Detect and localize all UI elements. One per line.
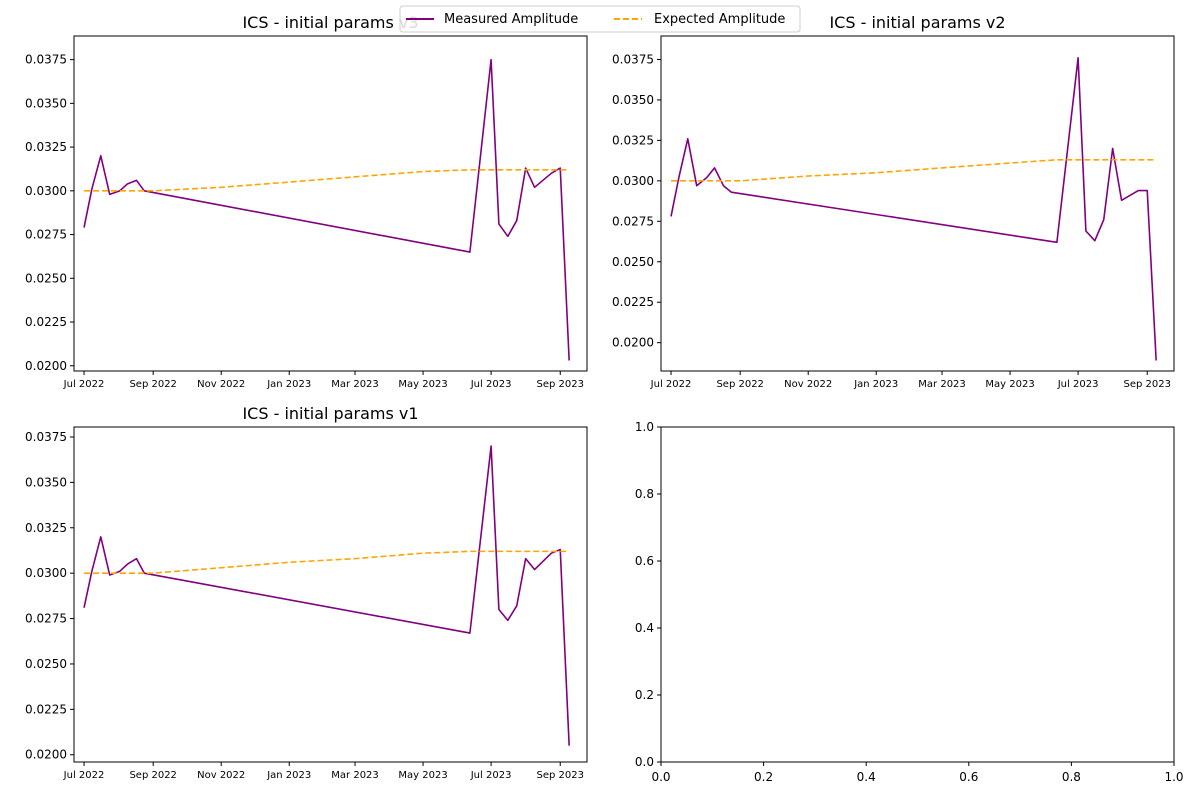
y-tick-label: 0.0275 (25, 612, 67, 626)
x-tick-label: Mar 2023 (331, 770, 379, 781)
x-tick-label: Sep 2023 (536, 379, 583, 390)
expected-amplitude-line (84, 550, 570, 574)
y-tick-label: 0.0350 (25, 96, 67, 110)
y-tick-label: 0.0325 (612, 133, 654, 147)
x-tick-label: Jul 2022 (650, 379, 692, 390)
x-tick-label: Jul 2022 (63, 379, 105, 390)
y-tick-label: 0.0325 (25, 521, 67, 535)
x-tick-label: Jul 2023 (1057, 379, 1099, 390)
y-tick-label: 0.0350 (612, 93, 654, 107)
legend: Measured Amplitude Expected Amplitude (399, 5, 801, 33)
y-tick-label: 0.0225 (25, 315, 67, 329)
y-tick-label: 0.4 (635, 621, 654, 635)
y-tick-label: 1.0 (635, 420, 654, 434)
x-tick-label: Mar 2023 (918, 379, 966, 390)
panel-empty: 0.0 0.2 0.4 0.6 0.8 1.0 0.0 0.2 0.4 0.6 0.8 1.0 (635, 420, 1184, 784)
axes-frame (73, 35, 588, 372)
y-tick-label: 0.0275 (25, 228, 67, 242)
x-tick-label: Nov 2022 (197, 379, 245, 390)
x-tick-label: Jul 2023 (470, 379, 512, 390)
panel-v2: 0.0200 0.0225 0.0250 0.0275 0.0300 0.0325 0.03… (612, 13, 1175, 390)
axes-frame (660, 426, 1175, 763)
y-tick-label: 0.0375 (25, 430, 67, 444)
x-tick-label: Sep 2023 (536, 770, 583, 781)
y-tick-label: 0.0325 (25, 140, 67, 154)
x-tick-label: Mar 2023 (331, 379, 379, 390)
x-tick-label: May 2023 (985, 379, 1034, 390)
x-tick-label: 0.8 (1062, 770, 1081, 784)
x-tick-label: Sep 2023 (1123, 379, 1170, 390)
x-tick-label: Jul 2022 (63, 770, 105, 781)
x-tick-label: 0.2 (754, 770, 773, 784)
expected-amplitude-line (84, 169, 570, 192)
axes-frame (73, 426, 588, 763)
panel-v3: 0.0200 0.0225 0.0250 0.0275 0.0300 0.0325 0.03… (25, 13, 588, 390)
x-tick-label: Nov 2022 (784, 379, 832, 390)
y-tick-label: 0.0350 (25, 475, 67, 489)
panel-title: ICS - initial params v1 (242, 404, 418, 423)
x-tick-label: Sep 2022 (716, 379, 763, 390)
x-tick-label: 1.0 (1164, 770, 1183, 784)
x-tick-label: Jan 2023 (853, 379, 898, 390)
y-tick-label: 0.0250 (25, 657, 67, 671)
measured-amplitude-line (83, 58, 570, 361)
x-tick-label: 0.6 (959, 770, 978, 784)
legend-frame (399, 5, 801, 33)
x-tick-label: Jul 2023 (470, 770, 512, 781)
y-tick-label: 0.0200 (25, 748, 67, 762)
y-tick-label: 0.0300 (25, 184, 67, 198)
measured-amplitude-line (83, 445, 570, 746)
y-tick-label: 0.0300 (612, 174, 654, 188)
y-tick-label: 0.0300 (25, 566, 67, 580)
panel-v1: 0.0200 0.0225 0.0250 0.0275 0.0300 0.0325 0.03… (25, 404, 588, 781)
legend-label-measured: Measured Amplitude (444, 12, 578, 27)
y-tick-label: 0.2 (635, 688, 654, 702)
y-tick-label: 0.0225 (612, 295, 654, 309)
panel-title: ICS - initial params v2 (829, 13, 1005, 32)
x-tick-label: 0.0 (651, 770, 670, 784)
legend-label-expected: Expected Amplitude (654, 12, 785, 27)
x-tick-label: Sep 2022 (129, 379, 176, 390)
measured-amplitude-line (670, 57, 1157, 361)
x-tick-label: May 2023 (398, 379, 447, 390)
x-tick-label: Jan 2023 (266, 770, 311, 781)
y-tick-label: 0.6 (635, 554, 654, 568)
x-tick-label: May 2023 (398, 770, 447, 781)
y-tick-label: 0.0375 (612, 52, 654, 66)
x-tick-label: Nov 2022 (197, 770, 245, 781)
y-tick-label: 0.0250 (25, 271, 67, 285)
y-tick-label: 0.8 (635, 487, 654, 501)
x-tick-label: Jan 2023 (266, 379, 311, 390)
y-tick-label: 0.0 (635, 755, 654, 769)
subplot-grid: 0.0200 0.0225 0.0250 0.0275 0.0300 0.0325 0.03… (25, 13, 1184, 784)
y-tick-label: 0.0225 (25, 702, 67, 716)
y-tick-label: 0.0200 (25, 359, 67, 373)
x-tick-label: 0.4 (857, 770, 876, 784)
y-tick-label: 0.0275 (612, 214, 654, 228)
y-tick-label: 0.0375 (25, 53, 67, 67)
x-tick-label: Sep 2022 (129, 770, 176, 781)
expected-amplitude-line (671, 159, 1157, 182)
panel-title: ICS - initial params v3 (242, 13, 418, 32)
y-tick-label: 0.0250 (612, 255, 654, 269)
axes-frame (660, 35, 1175, 372)
y-tick-label: 0.0200 (612, 336, 654, 350)
